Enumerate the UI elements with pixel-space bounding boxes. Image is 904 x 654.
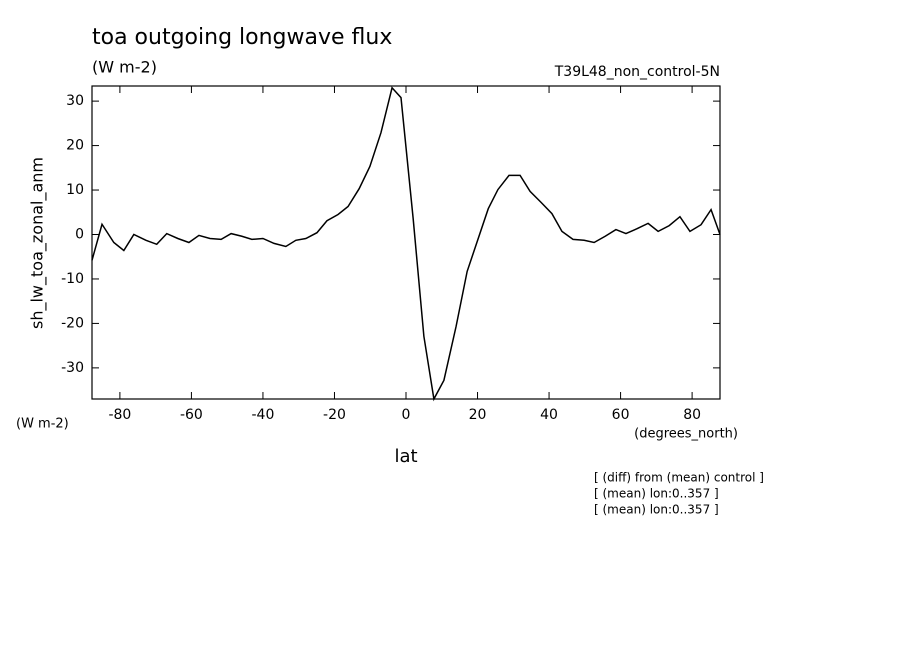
y-tick-label: 0 <box>75 226 84 242</box>
data-line <box>91 86 721 402</box>
x-tick-label: -60 <box>180 407 203 423</box>
y-axis-label: sh_lw_toa_zonal_anm <box>28 157 48 329</box>
y-tick-label: -10 <box>61 271 84 287</box>
note: [ (diff) from (mean) control ] <box>594 471 764 485</box>
chart-subtitle: (W m-2) <box>92 58 157 77</box>
y-tick-label: 20 <box>66 138 84 154</box>
x-tick-label: -20 <box>323 407 346 423</box>
x-tick-label: -80 <box>108 407 131 423</box>
x-units: (degrees_north) <box>634 427 738 442</box>
x-tick-label: 80 <box>683 407 701 423</box>
y-tick-label: 30 <box>66 93 84 109</box>
y-tick-label: 10 <box>66 182 84 198</box>
note: [ (mean) lon:0..357 ] <box>594 503 719 517</box>
x-axis-label: lat <box>394 446 417 467</box>
dataset-label: T39L48_non_control-5N <box>554 64 720 80</box>
y-units: (W m-2) <box>16 417 69 432</box>
y-tick-label: -30 <box>61 360 84 376</box>
plot-frame <box>91 85 721 400</box>
x-tick-label: -40 <box>252 407 275 423</box>
y-tick-label: -20 <box>61 315 84 331</box>
chart-title: toa outgoing longwave flux <box>92 25 392 50</box>
x-tick-label: 20 <box>469 407 487 423</box>
note: [ (mean) lon:0..357 ] <box>594 487 719 501</box>
x-tick-label: 0 <box>402 407 411 423</box>
x-tick-label: 40 <box>540 407 558 423</box>
x-tick-label: 60 <box>612 407 630 423</box>
